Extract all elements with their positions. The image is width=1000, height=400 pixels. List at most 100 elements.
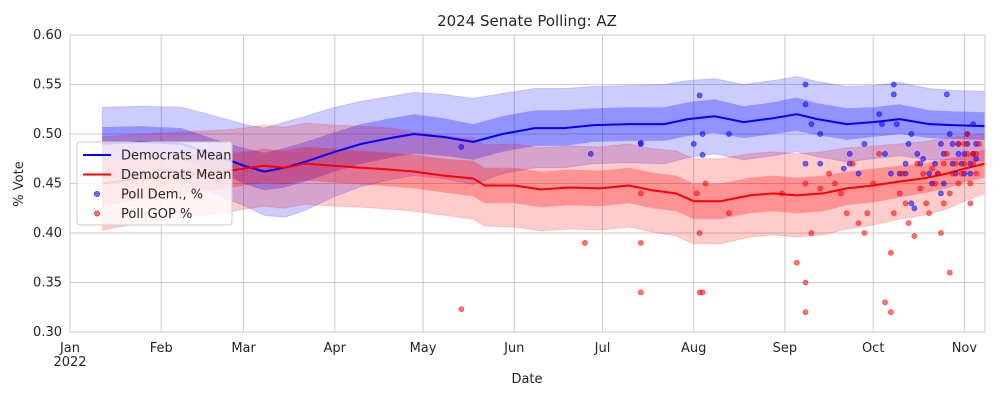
x-tick-label: Oct: [862, 341, 884, 356]
y-tick-label: 0.45: [33, 177, 62, 192]
poll-point-series-1: [849, 160, 856, 167]
poll-point-series-1: [637, 239, 644, 246]
poll-point-series-0: [938, 190, 944, 197]
poll-point-series-0: [955, 150, 962, 157]
x-tick-label: Aug: [681, 341, 706, 356]
poll-point-series-1: [902, 200, 909, 207]
poll-point-series-0: [940, 180, 947, 187]
poll-point-series-1: [637, 190, 644, 197]
poll-point-series-1: [932, 180, 938, 187]
poll-point-series-1: [855, 220, 862, 226]
poll-point-series-1: [964, 131, 971, 137]
poll-point-series-1: [896, 190, 903, 197]
y-tick-label: 0.55: [33, 78, 62, 93]
poll-point-series-1: [926, 210, 932, 217]
poll-point-series-0: [932, 160, 938, 167]
poll-point-series-1: [955, 140, 962, 147]
poll-point-series-0: [905, 140, 912, 147]
poll-point-series-0: [973, 155, 980, 162]
poll-point-series-1: [949, 170, 956, 177]
poll-point-series-1: [967, 180, 974, 187]
poll-points: [458, 81, 982, 316]
poll-point-series-0: [911, 205, 918, 212]
poll-point-series-0: [817, 131, 824, 137]
poll-point-series-0: [855, 170, 862, 177]
poll-point-series-1: [970, 160, 977, 167]
poll-point-series-0: [637, 139, 644, 146]
x-tick-label: May: [410, 341, 437, 356]
poll-point-series-1: [888, 249, 894, 256]
poll-point-series-0: [808, 121, 815, 127]
x-axis-label: Date: [511, 372, 542, 387]
y-axis-label: % Vote: [12, 161, 27, 206]
poll-point-series-0: [967, 170, 974, 177]
x-tick-sublabel: 2022: [53, 355, 86, 370]
poll-point-series-1: [861, 230, 868, 236]
poll-point-series-0: [938, 140, 944, 147]
poll-point-series-1: [832, 180, 838, 187]
poll-point-series-1: [964, 150, 971, 157]
poll-point-series-0: [970, 121, 977, 127]
poll-point-series-1: [702, 180, 709, 187]
poll-point-series-1: [779, 190, 785, 197]
poll-point-series-1: [802, 309, 809, 316]
x-tick-label: Feb: [150, 341, 173, 356]
poll-point-series-0: [458, 143, 465, 150]
poll-point-series-1: [696, 230, 703, 236]
legend-label: Democrats Mean: [121, 168, 232, 183]
poll-point-series-0: [946, 131, 953, 137]
poll-point-series-1: [693, 190, 700, 197]
poll-point-series-1: [826, 170, 832, 177]
poll-point-series-1: [905, 220, 912, 226]
x-tick-label: Jun: [503, 341, 524, 356]
poll-point-series-1: [946, 190, 953, 197]
poll-point-series-1: [952, 160, 959, 167]
poll-point-series-1: [726, 210, 732, 217]
poll-point-series-0: [699, 131, 706, 137]
poll-point-series-1: [923, 200, 930, 207]
poll-point-series-1: [967, 200, 974, 207]
poll-point-series-0: [949, 140, 956, 147]
y-tick-label: 0.50: [33, 127, 62, 142]
poll-point-series-1: [808, 230, 815, 236]
poll-point-series-0: [587, 150, 594, 157]
y-tick-label: 0.35: [33, 276, 62, 291]
poll-point-series-1: [961, 160, 968, 167]
poll-point-series-0: [879, 121, 885, 127]
y-tick-label: 0.30: [33, 325, 62, 340]
poll-point-series-1: [890, 210, 897, 217]
poll-point-series-0: [902, 160, 909, 167]
legend-point-swatch: [94, 191, 100, 197]
poll-point-series-0: [726, 131, 732, 137]
y-tick-label: 0.40: [33, 226, 62, 241]
poll-point-series-0: [920, 155, 927, 162]
poll-point-series-1: [914, 160, 921, 167]
poll-point-series-1: [582, 239, 588, 246]
poll-point-series-1: [882, 299, 888, 306]
poll-point-series-1: [929, 165, 935, 172]
poll-point-series-1: [458, 306, 465, 313]
poll-point-series-1: [976, 140, 982, 147]
x-tick-label: Jan: [59, 341, 80, 356]
legend: Democrats Mean Democrats Mean Poll Dem., %…: [76, 141, 233, 226]
poll-point-series-1: [973, 170, 980, 177]
poll-point-series-0: [943, 91, 950, 98]
poll-point-series-0: [882, 150, 888, 157]
mean-lines: [102, 113, 986, 203]
poll-point-series-1: [876, 150, 882, 157]
legend-label: Democrats Mean: [121, 149, 232, 164]
x-tick-label: Apr: [324, 341, 347, 356]
poll-point-series-0: [840, 165, 847, 172]
mean-line-series-1: [102, 162, 986, 203]
poll-point-series-0: [699, 151, 706, 158]
poll-point-series-1: [793, 259, 800, 266]
plot-frame: [69, 34, 986, 333]
poll-point-series-0: [926, 170, 932, 177]
y-tick-label: 0.60: [33, 28, 62, 43]
poll-point-series-1: [817, 185, 824, 192]
poll-point-series-1: [864, 210, 871, 217]
legend-label: Poll Dem., %: [121, 188, 203, 203]
x-tick-label: Mar: [231, 341, 256, 356]
poll-point-series-1: [699, 289, 706, 296]
poll-point-series-1: [911, 233, 918, 239]
